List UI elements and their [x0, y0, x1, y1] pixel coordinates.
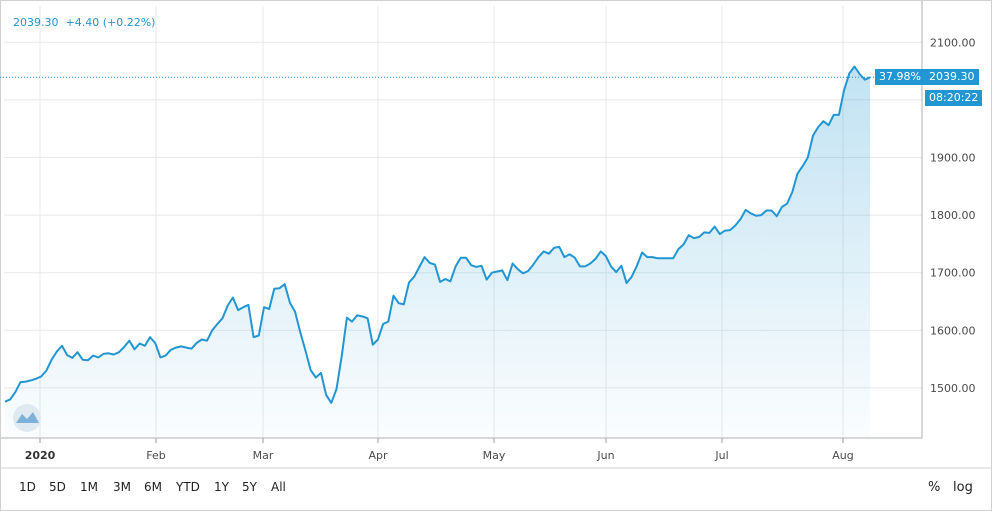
range-1m-button[interactable]: 1M	[80, 480, 98, 494]
range-ytd-button[interactable]: YTD	[176, 480, 200, 494]
x-tick-label: Jun	[596, 449, 614, 462]
countdown-badge: 08:20:22	[925, 90, 983, 106]
x-tick-label: Mar	[253, 449, 274, 462]
price-area-fill	[5, 66, 870, 438]
range-toolbar: 1D 5D 1M 3M 6M YTD 1Y 5Y All % log	[0, 468, 992, 511]
y-tick-label: 1800.00	[930, 209, 976, 222]
x-tick-label: Aug	[832, 449, 853, 462]
y-tick-label: 1500.00	[930, 382, 976, 395]
log-scale-toggle[interactable]: log	[953, 480, 973, 495]
quote-change: +4.40	[65, 16, 100, 29]
y-tick-label: 1700.00	[930, 267, 976, 280]
y-tick-label: 1600.00	[930, 324, 976, 337]
y-tick-label: 2100.00	[930, 36, 976, 49]
x-tick-label: Jul	[714, 449, 728, 462]
quote-price: 2039.30	[13, 16, 59, 29]
y-tick-label: 1900.00	[930, 151, 976, 164]
price-series-line	[4, 65, 871, 404]
range-6m-button[interactable]: 6M	[144, 480, 162, 494]
range-5d-button[interactable]: 5D	[49, 480, 66, 494]
range-3m-button[interactable]: 3M	[113, 480, 131, 494]
percent-scale-toggle[interactable]: %	[928, 480, 941, 495]
x-tick-label: 2020	[25, 449, 56, 462]
range-all-button[interactable]: All	[271, 480, 286, 494]
x-tick-label: May	[483, 449, 506, 462]
range-1d-button[interactable]: 1D	[19, 480, 36, 494]
last-price-badge: 2039.30	[925, 69, 979, 85]
quote-header: 2039.30 +4.40 (+0.22%)	[13, 16, 155, 29]
quote-change-pct: (+0.22%)	[102, 16, 156, 29]
range-5y-button[interactable]: 5Y	[242, 480, 257, 494]
tradingview-logo-icon	[13, 404, 41, 432]
range-1y-button[interactable]: 1Y	[214, 480, 229, 494]
x-tick-label: Apr	[368, 449, 388, 462]
x-tick-label: Feb	[146, 449, 165, 462]
percent-change-badge: 37.98%	[875, 69, 925, 85]
